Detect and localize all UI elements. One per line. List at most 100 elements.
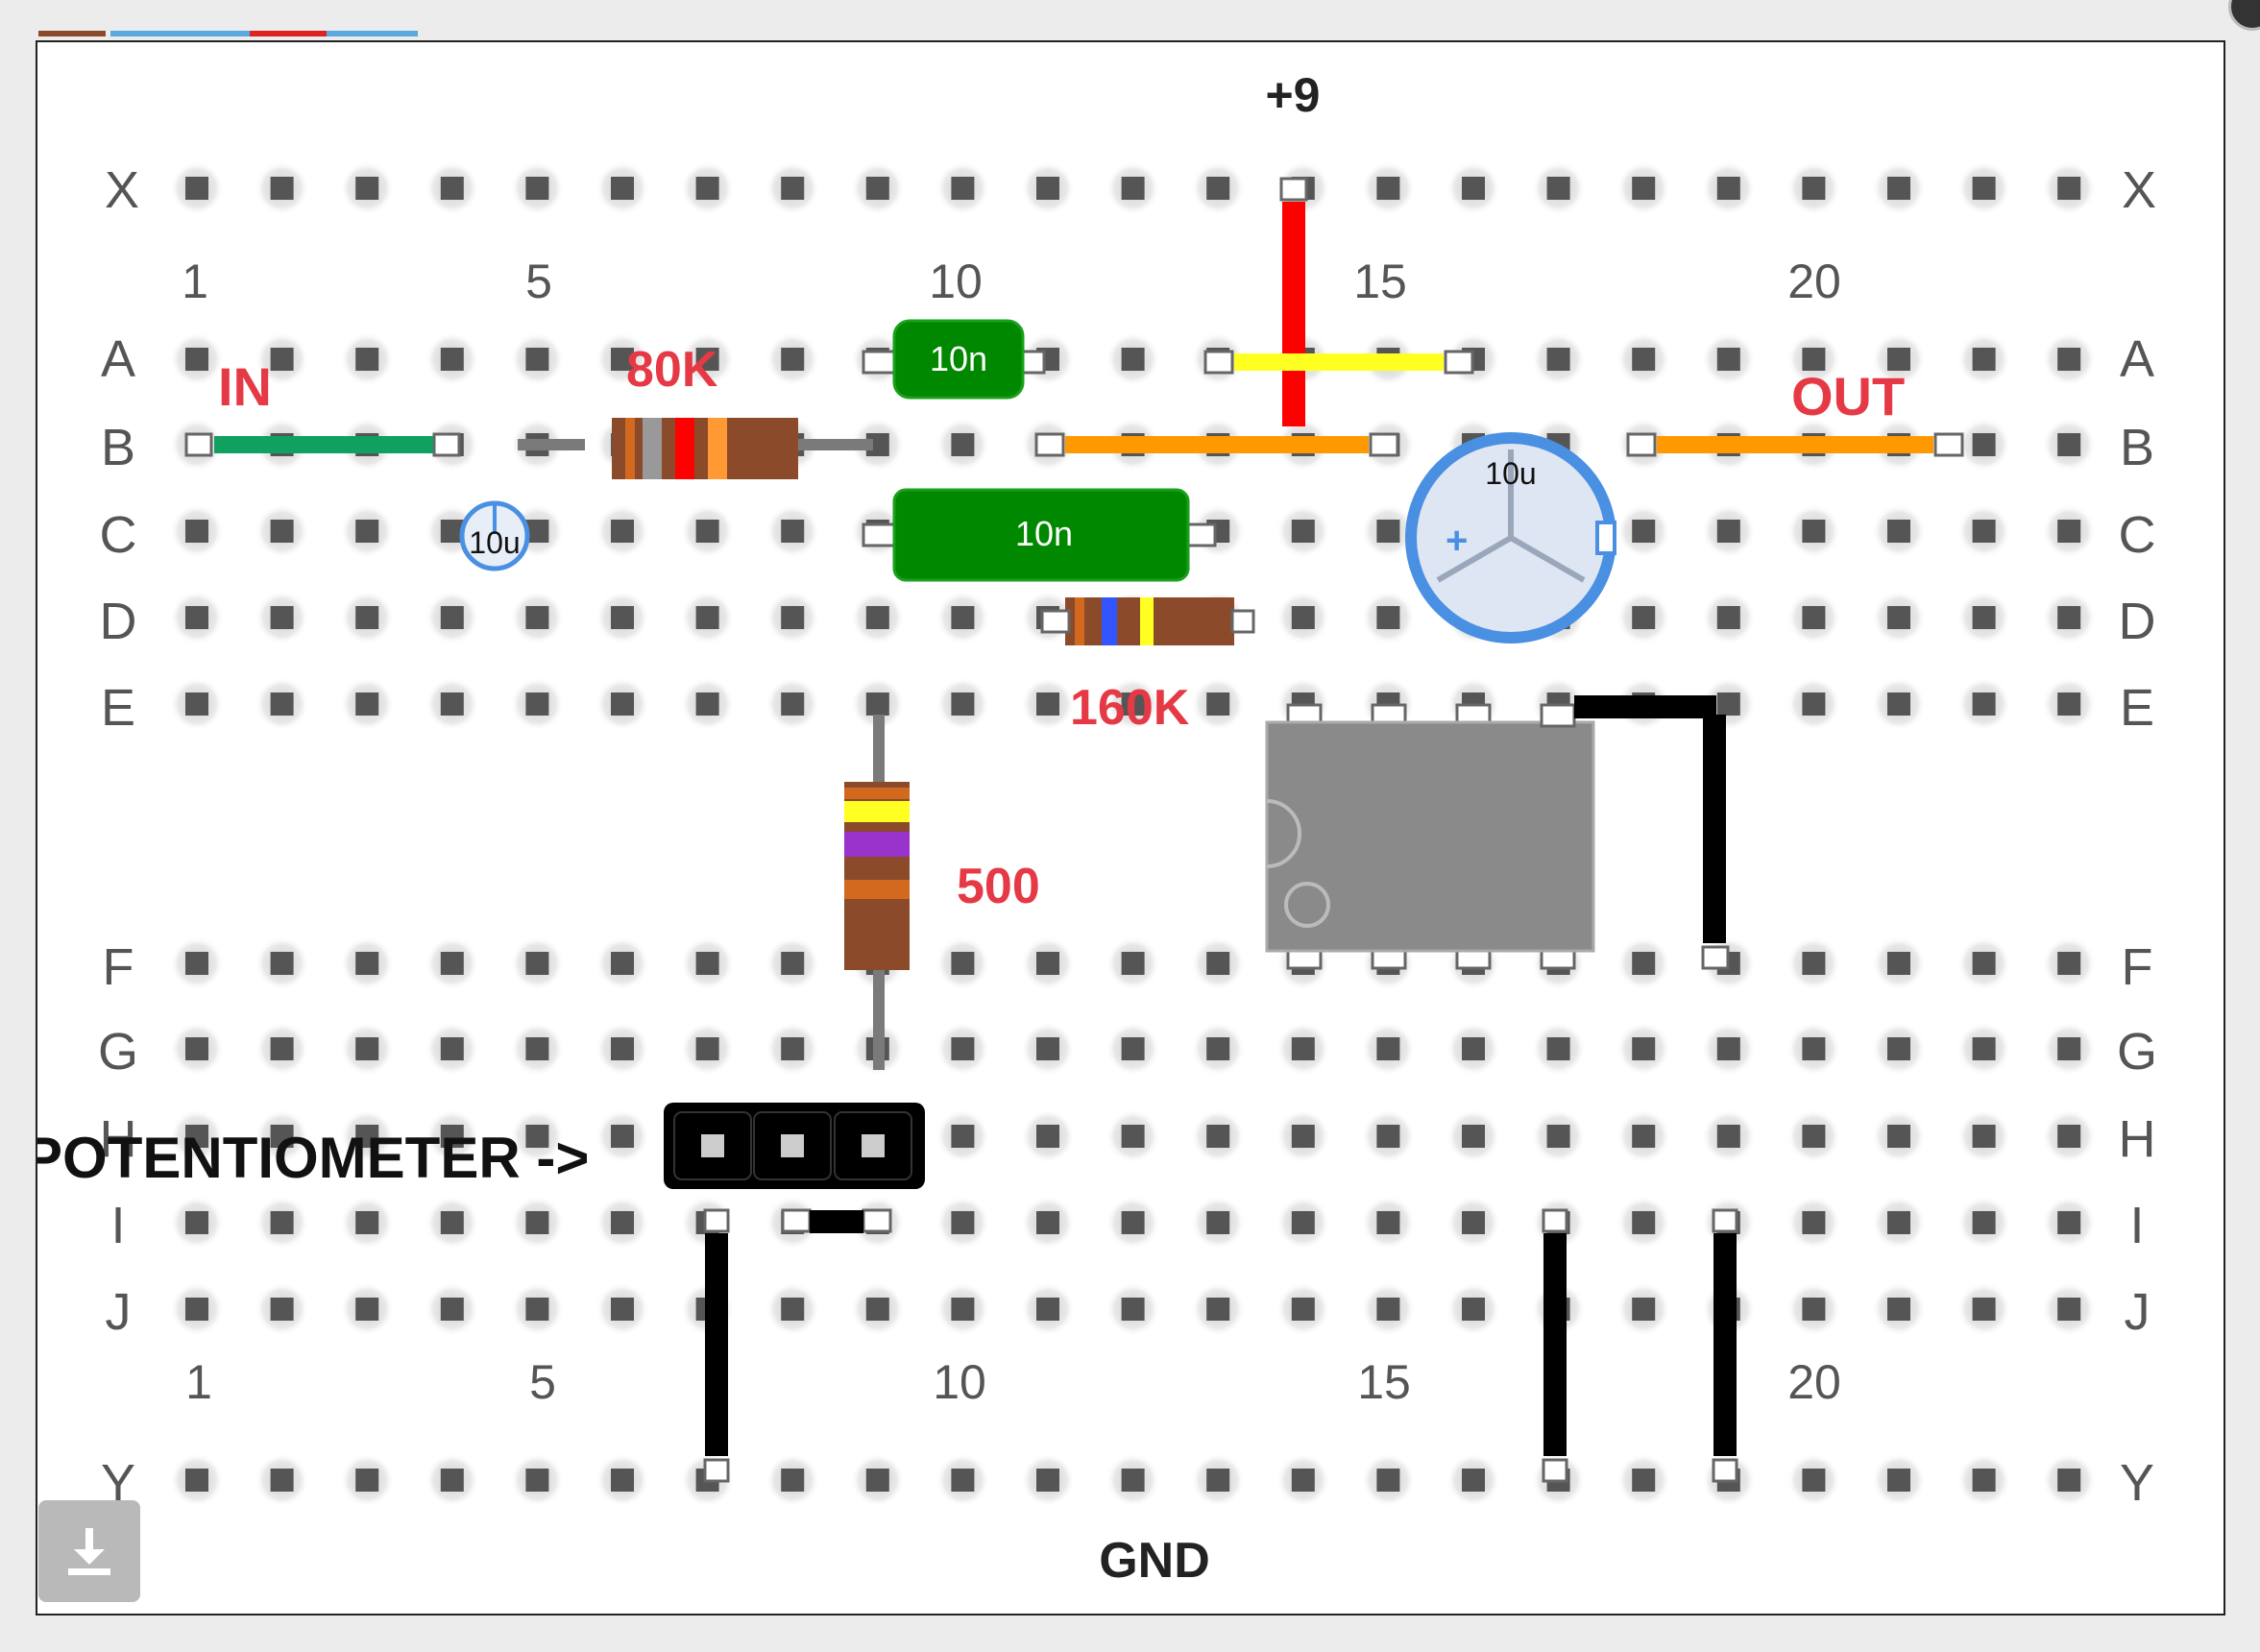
hole[interactable] — [1036, 1125, 1059, 1148]
hole[interactable] — [2057, 1037, 2081, 1060]
hole[interactable] — [2057, 1469, 2081, 1492]
toolbar-tab-b[interactable] — [110, 31, 250, 36]
hole[interactable] — [1802, 1125, 1826, 1148]
hole[interactable] — [1376, 1037, 1400, 1060]
potentiometer[interactable] — [664, 1103, 925, 1189]
hole[interactable] — [270, 1125, 294, 1148]
hole[interactable] — [865, 177, 889, 200]
hole[interactable] — [185, 1125, 208, 1148]
electrolytic-cap-small[interactable]: 10u — [459, 500, 530, 571]
hole[interactable] — [270, 177, 294, 200]
hole[interactable] — [781, 606, 805, 629]
hole[interactable] — [2057, 1298, 2081, 1321]
hole[interactable] — [781, 692, 805, 716]
hole[interactable] — [1376, 520, 1400, 543]
hole[interactable] — [611, 1469, 634, 1492]
hole[interactable] — [185, 692, 208, 716]
hole[interactable] — [865, 692, 889, 716]
hole[interactable] — [1887, 348, 1910, 371]
hole[interactable] — [1972, 1211, 1996, 1234]
hole[interactable] — [611, 692, 634, 716]
jumper-wire-orange-mid[interactable] — [1034, 432, 1399, 457]
hole[interactable] — [1802, 606, 1826, 629]
hole[interactable] — [1121, 692, 1145, 716]
hole[interactable] — [440, 348, 464, 371]
hole[interactable] — [440, 1125, 464, 1148]
hole[interactable] — [1972, 348, 1996, 371]
hole[interactable] — [781, 1037, 805, 1060]
hole[interactable] — [1972, 606, 1996, 629]
hole[interactable] — [270, 1037, 294, 1060]
hole[interactable] — [355, 348, 379, 371]
hole[interactable] — [1376, 177, 1400, 200]
hole[interactable] — [440, 692, 464, 716]
hole[interactable] — [1036, 1298, 1059, 1321]
hole[interactable] — [1632, 952, 1656, 975]
hole[interactable] — [951, 1037, 975, 1060]
hole[interactable] — [1121, 1211, 1145, 1234]
hole[interactable] — [1121, 1298, 1145, 1321]
hole[interactable] — [1206, 1037, 1230, 1060]
hole[interactable] — [1632, 1125, 1656, 1148]
toolbar-tab-c[interactable] — [250, 31, 327, 36]
hole[interactable] — [440, 1211, 464, 1234]
hole[interactable] — [1462, 177, 1485, 200]
hole[interactable] — [1376, 1125, 1400, 1148]
hole[interactable] — [1121, 177, 1145, 200]
hole[interactable] — [951, 692, 975, 716]
hole[interactable] — [1462, 1125, 1485, 1148]
hole[interactable] — [1632, 1037, 1656, 1060]
film-cap-large[interactable]: 10n — [862, 488, 1217, 582]
hole[interactable] — [1802, 1469, 1826, 1492]
hole[interactable] — [525, 692, 549, 716]
hole[interactable] — [1036, 692, 1059, 716]
hole[interactable] — [1887, 952, 1910, 975]
ic-chip[interactable] — [1265, 703, 1595, 970]
hole[interactable] — [355, 1469, 379, 1492]
hole[interactable] — [1887, 1037, 1910, 1060]
hole[interactable] — [1887, 692, 1910, 716]
hole[interactable] — [185, 177, 208, 200]
hole[interactable] — [1206, 952, 1230, 975]
hole[interactable] — [1376, 1298, 1400, 1321]
hole[interactable] — [355, 692, 379, 716]
hole[interactable] — [1121, 348, 1145, 371]
power-wire-red[interactable] — [1279, 177, 1308, 426]
hole[interactable] — [1632, 606, 1656, 629]
hole[interactable] — [1376, 1469, 1400, 1492]
hole[interactable] — [1206, 1298, 1230, 1321]
hole[interactable] — [185, 1211, 208, 1234]
hole[interactable] — [525, 952, 549, 975]
ground-wire-col19[interactable] — [1712, 1208, 1738, 1483]
hole[interactable] — [1802, 1211, 1826, 1234]
hole[interactable] — [2057, 348, 2081, 371]
hole[interactable] — [611, 1037, 634, 1060]
hole[interactable] — [1121, 952, 1145, 975]
hole[interactable] — [525, 606, 549, 629]
hole[interactable] — [1972, 952, 1996, 975]
hole[interactable] — [781, 1298, 805, 1321]
hole[interactable] — [1972, 433, 1996, 456]
hole[interactable] — [355, 1298, 379, 1321]
hole[interactable] — [1206, 177, 1230, 200]
hole[interactable] — [865, 1298, 889, 1321]
hole[interactable] — [1887, 1211, 1910, 1234]
hole[interactable] — [865, 1469, 889, 1492]
hole[interactable] — [1972, 1125, 1996, 1148]
hole[interactable] — [355, 1211, 379, 1234]
hole[interactable] — [1972, 692, 1996, 716]
hole[interactable] — [1632, 1211, 1656, 1234]
hole[interactable] — [1802, 1298, 1826, 1321]
download-button[interactable] — [38, 1500, 140, 1602]
hole[interactable] — [355, 1037, 379, 1060]
hole[interactable] — [1462, 1037, 1485, 1060]
hole[interactable] — [185, 1298, 208, 1321]
hole[interactable] — [865, 606, 889, 629]
hole[interactable] — [1121, 1037, 1145, 1060]
electrolytic-cap-large[interactable]: + 10u — [1405, 432, 1616, 644]
hole[interactable] — [1972, 1037, 1996, 1060]
hole[interactable] — [185, 952, 208, 975]
hole[interactable] — [355, 177, 379, 200]
hole[interactable] — [1376, 606, 1400, 629]
hole[interactable] — [1206, 1469, 1230, 1492]
